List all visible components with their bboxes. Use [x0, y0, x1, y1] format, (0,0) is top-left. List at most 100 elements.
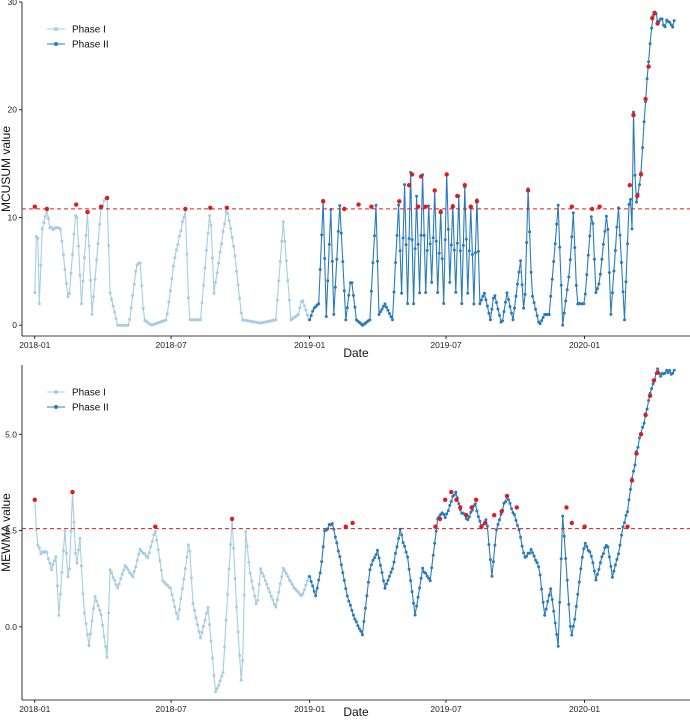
signal-point — [450, 204, 455, 209]
data-point — [104, 645, 108, 648]
legend-swatch-point — [54, 42, 58, 46]
data-point — [330, 522, 334, 526]
data-point — [357, 627, 361, 631]
signal-point — [492, 513, 497, 518]
data-point — [214, 690, 217, 694]
data-point — [89, 278, 92, 282]
data-point — [269, 594, 273, 598]
data-point — [523, 292, 527, 296]
data-point — [529, 270, 533, 274]
signal-point — [437, 516, 443, 522]
data-point — [386, 308, 390, 312]
data-point — [591, 222, 595, 225]
data-point — [67, 292, 71, 295]
data-point — [344, 587, 348, 591]
data-point — [99, 613, 103, 617]
signal-point — [153, 524, 158, 529]
data-point — [205, 248, 208, 252]
data-point — [185, 252, 189, 256]
data-point — [430, 566, 434, 570]
data-point — [647, 60, 651, 64]
data-point — [344, 318, 348, 322]
data-point — [49, 568, 53, 572]
data-point — [238, 654, 242, 657]
signal-point — [74, 202, 79, 207]
data-point — [534, 307, 538, 311]
data-point — [577, 580, 581, 584]
data-point — [338, 555, 342, 559]
data-point — [410, 238, 414, 242]
data-point — [446, 227, 450, 231]
data-point — [455, 241, 459, 245]
data-point — [594, 291, 598, 294]
data-point — [534, 558, 538, 562]
data-point — [339, 563, 343, 567]
data-point — [235, 605, 239, 609]
x-tick-label: 2018-01 — [19, 704, 50, 714]
x-tick-label: 2019-07 — [430, 340, 461, 350]
data-point — [574, 604, 578, 608]
data-point — [126, 568, 130, 572]
data-point — [461, 243, 465, 247]
data-point — [496, 523, 500, 526]
data-point — [317, 302, 321, 306]
data-point — [308, 575, 312, 579]
data-point — [469, 510, 473, 514]
data-point — [63, 529, 67, 533]
data-point — [538, 573, 542, 577]
data-point — [330, 259, 334, 263]
data-point — [197, 630, 201, 634]
data-point — [128, 317, 132, 321]
data-point — [110, 571, 114, 575]
data-point — [484, 298, 488, 302]
data-point — [532, 301, 536, 305]
data-point — [571, 624, 575, 628]
data-point — [333, 535, 337, 539]
data-point — [341, 571, 345, 575]
data-point — [613, 563, 617, 567]
data-point — [562, 311, 566, 315]
data-point — [150, 540, 154, 543]
signal-point — [629, 478, 635, 483]
data-point — [117, 582, 121, 586]
data-point — [620, 261, 623, 264]
data-point — [565, 578, 569, 582]
data-point — [110, 298, 114, 302]
data-point — [624, 514, 628, 517]
data-point — [135, 558, 139, 562]
signal-point — [418, 174, 424, 179]
x-tick-label: 2020-01 — [569, 704, 600, 714]
data-point — [609, 312, 613, 316]
data-point — [137, 552, 141, 556]
data-point — [305, 313, 309, 317]
data-point — [424, 291, 428, 294]
signal-point — [350, 520, 355, 526]
data-point — [74, 214, 77, 217]
data-point — [242, 593, 246, 597]
data-point — [418, 586, 422, 590]
data-point — [519, 535, 523, 539]
data-point — [238, 296, 242, 300]
data-point — [668, 20, 672, 24]
data-point — [159, 568, 163, 572]
legend-label: Phase II — [72, 403, 109, 414]
data-point — [202, 624, 205, 628]
data-point — [268, 590, 272, 594]
legend-label: Phase II — [72, 40, 109, 51]
data-point — [256, 598, 260, 602]
data-point — [247, 560, 251, 564]
data-point — [153, 529, 157, 533]
signal-point — [229, 516, 235, 522]
data-point — [341, 260, 345, 264]
data-point — [476, 249, 480, 253]
data-point — [69, 271, 73, 275]
data-point — [561, 514, 565, 518]
data-point — [395, 545, 399, 549]
data-point — [517, 270, 521, 274]
data-point — [598, 272, 602, 276]
data-point — [504, 300, 507, 304]
signal-point — [638, 172, 644, 177]
legend-label: Phase I — [72, 388, 106, 399]
data-point — [348, 603, 352, 607]
data-point — [107, 244, 111, 248]
